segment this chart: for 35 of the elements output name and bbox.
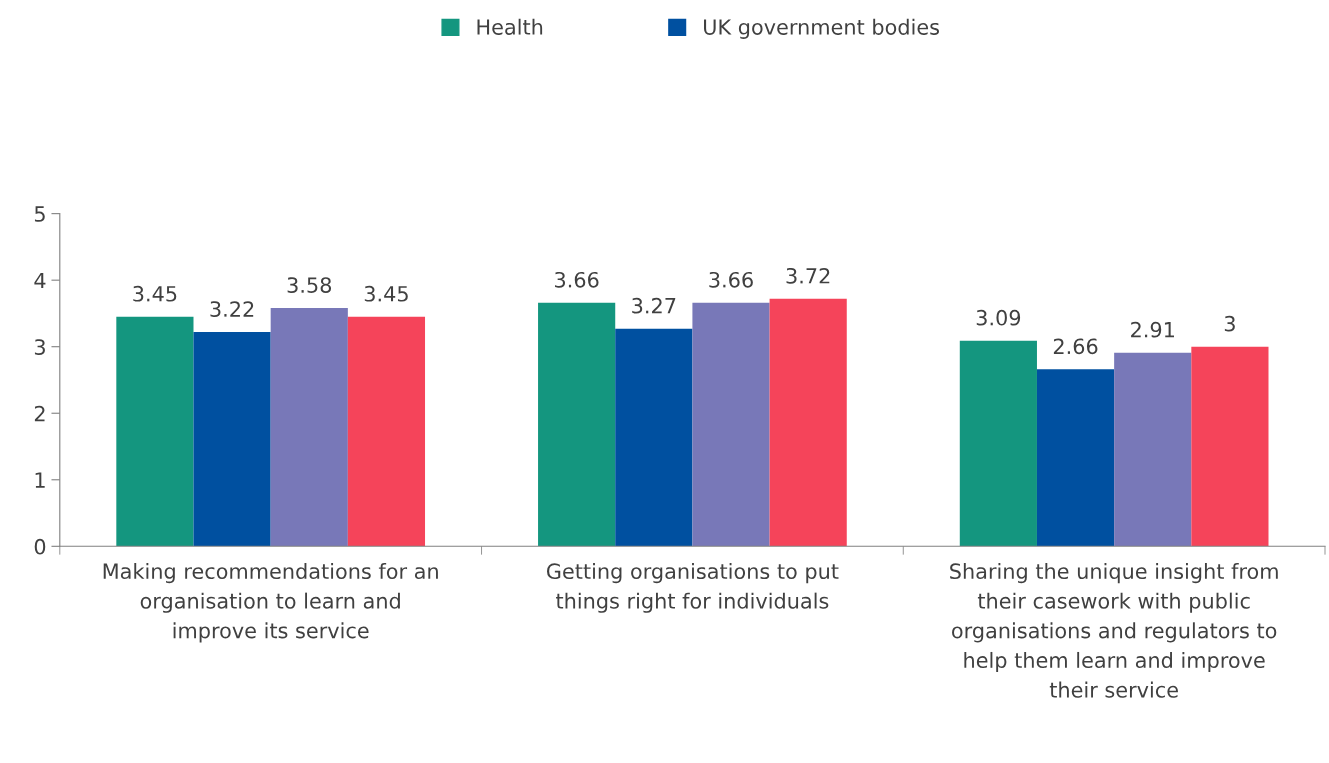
data-label: 3.45 (364, 285, 408, 302)
data-label: 3.45 (133, 285, 177, 302)
bar (615, 328, 693, 547)
bar (769, 298, 847, 547)
data-label: 3.66 (709, 271, 753, 288)
bar (270, 308, 348, 547)
data-label: 3 (1224, 315, 1235, 332)
bar (1114, 352, 1192, 547)
data-label: 2.91 (1131, 321, 1174, 338)
data-label: 2.66 (1053, 338, 1098, 355)
y-tick-label: 2 (34, 405, 45, 422)
bar (959, 340, 1037, 547)
x-tick-label: Making recommendations for an organisation to learn and improve its service (103, 562, 438, 643)
bar (193, 332, 271, 547)
y-tick-label: 0 (34, 538, 46, 555)
bar (347, 316, 426, 547)
data-label: 3.66 (555, 271, 599, 288)
data-label: 3.72 (786, 267, 830, 284)
data-label: 3.58 (287, 277, 332, 293)
bar (692, 302, 770, 547)
bar (1036, 369, 1115, 547)
y-tick-label: 1 (35, 472, 45, 488)
x-tick-label: Sharing the unique insight from their casework with public organisations and regulators to help them learn and improve their service (950, 562, 1278, 698)
data-label: 3.27 (632, 297, 676, 314)
y-tick-label: 4 (34, 272, 46, 289)
x-tick-label: Getting organisations to put things right for individuals (546, 562, 839, 613)
y-tick-label: 5 (34, 206, 45, 222)
y-tick-label: 3 (34, 339, 45, 355)
legend-label: Health (477, 18, 543, 35)
data-label: 3.22 (210, 301, 254, 317)
bar (538, 302, 616, 547)
legend-label: UK government bodies (704, 18, 940, 39)
data-label: 3.09 (976, 309, 1021, 326)
bar (1191, 346, 1269, 547)
bar (116, 316, 194, 547)
